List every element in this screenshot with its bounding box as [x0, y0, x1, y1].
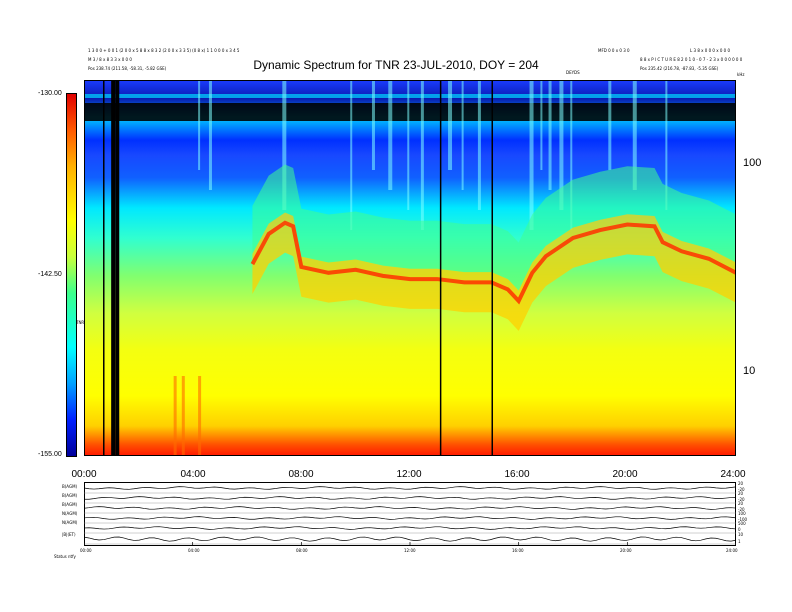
colorbar-label: TNR [76, 320, 85, 325]
panel-label-2: B(AGM) [62, 493, 78, 498]
spectral-streak [559, 80, 564, 210]
spectral-streak [632, 80, 637, 190]
low-freq-spike [198, 376, 202, 456]
panel-rtick-2b: -20 [738, 497, 745, 502]
magnetometer-trace [84, 536, 736, 542]
panel-label-4: N(AGM) [62, 511, 78, 516]
panel-rtick-6a: 10 [738, 532, 744, 537]
spectral-streak [548, 80, 552, 190]
x-tick-0: 00:00 [71, 469, 97, 480]
spectral-streak [529, 80, 534, 230]
magnetometer-panels [84, 482, 736, 546]
spectral-streak [371, 80, 375, 170]
panel-rtick-3b: -20 [738, 507, 745, 512]
magnetometer-trace [84, 506, 736, 510]
spectral-streak [208, 80, 212, 190]
panel-rtick-1a: 20 [738, 481, 744, 486]
low-freq-spike [181, 376, 185, 456]
header-right-line-2: L 3 8 x 0 0 0 x 0 0 0 [690, 48, 731, 53]
data-gap-line [491, 80, 493, 456]
colorbar-tick-bottom: -155.00 [38, 451, 62, 458]
lower-footer: Status ntfy [54, 554, 76, 559]
spectral-streak [540, 80, 543, 170]
magnetometer-trace [84, 516, 736, 520]
magnetometer-trace [84, 486, 736, 490]
x-tick-4: 16:00 [504, 469, 530, 480]
spectral-streak [608, 80, 612, 170]
x-tick-5: 20:00 [612, 469, 638, 480]
x-tick-1: 04:00 [180, 469, 206, 480]
spectral-streak [388, 80, 393, 190]
ridge-line [250, 220, 736, 305]
lower-x-tick-6: 24:00 [726, 548, 738, 553]
panel-rtick-6b: 1 [738, 539, 741, 544]
spectrogram-plot [84, 80, 736, 456]
data-gap-line [115, 80, 120, 456]
panel-label-5: N(AGM) [62, 520, 78, 525]
spectral-streak [448, 80, 453, 170]
colorbar-tick-top: -130.00 [38, 90, 62, 97]
header-left-line-2: M 3 / 8 x 8 3 3 x 0 0 0 [88, 57, 132, 62]
ridge-shelf [252, 164, 736, 291]
panel-label-1: B(AGM) [62, 484, 78, 489]
spectral-streak [570, 80, 573, 230]
y-tick-10: 10 [743, 365, 756, 377]
header-right-line-1: MFD 0 0 x 0 3 0 [598, 48, 630, 53]
top-small-label: DEYDS [566, 70, 580, 75]
panel-rtick-4b: -100 [738, 517, 748, 522]
header-right-line-3: 8 8 x P I C T U R E 8 2 0 1 0 - 0 7 - 2 … [640, 57, 743, 62]
lower-x-tick-0: 00:00 [80, 548, 92, 553]
header-right-line-4: Pos 235.42 (216.78, -87.83, -5.35 GSE) [640, 66, 719, 71]
lower-x-tick-5: 20:00 [620, 548, 632, 553]
ridge-band [252, 212, 736, 331]
data-gap-line [439, 80, 442, 456]
corner-unit-label: kHz [737, 72, 745, 77]
spectral-streak [198, 80, 201, 170]
spectral-streak [477, 80, 481, 210]
spectral-streak [350, 80, 353, 230]
panel-rtick-1b: -20 [738, 487, 745, 492]
panel-rtick-2a: 20 [738, 491, 744, 496]
spectral-streak [665, 80, 668, 210]
chart-title: Dynamic Spectrum for TNR 23-JUL-2010, DO… [253, 58, 539, 72]
colorbar [66, 93, 77, 457]
x-tick-3: 12:00 [396, 469, 422, 480]
header-left-line-3: Pos 238.74 (211.58, -58.31, -5.82 GSE) [88, 66, 167, 71]
lower-x-tick-1: 04:00 [188, 548, 200, 553]
header-left-line-1: 1 3 0 0 + 0 0 1 (2 0 0 x 5 8 8 x 8 3 2 (… [88, 48, 240, 53]
low-freq-spike [173, 376, 177, 456]
data-gap-line [103, 80, 105, 456]
spectral-streak [461, 80, 464, 190]
data-gap-line [111, 80, 116, 456]
x-tick-2: 08:00 [288, 469, 314, 480]
panel-rtick-5a: 500 [738, 521, 746, 526]
panel-rtick-3a: 20 [738, 501, 744, 506]
magnetometer-trace [84, 526, 736, 530]
lower-x-tick-3: 12:00 [404, 548, 416, 553]
spectral-streak [282, 80, 287, 210]
lower-x-tick-4: 16:00 [512, 548, 524, 553]
magnetometer-trace [84, 496, 736, 500]
lower-x-tick-2: 08:00 [296, 548, 308, 553]
panel-rtick-4a: 100 [738, 511, 746, 516]
panel-label-3: B(AGM) [62, 502, 78, 507]
spectral-streak [420, 80, 424, 230]
y-tick-100: 100 [743, 157, 762, 169]
x-tick-6: 24:00 [720, 469, 746, 480]
panel-rtick-5b: 0 [738, 527, 741, 532]
colorbar-tick-mid: -142.50 [38, 271, 62, 278]
spectrogram-frame [84, 80, 736, 456]
spectral-streak [407, 80, 410, 210]
panel-label-6: |B|(ET) [62, 532, 76, 537]
